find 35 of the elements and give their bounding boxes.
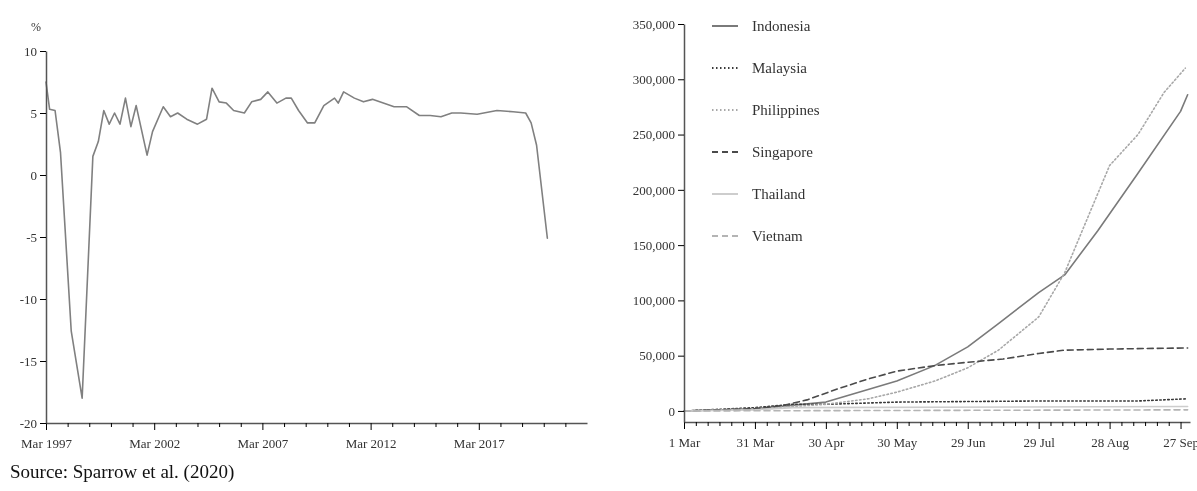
y-tick-label: 200,000 xyxy=(632,182,675,198)
x-tick-label: Mar 2017 xyxy=(453,435,506,451)
x-tick-label: 31 Mar xyxy=(736,434,776,450)
y-tick-label: 50,000 xyxy=(639,348,675,364)
y-tick-label: -10 xyxy=(19,291,37,307)
source-note: Source: Sparrow et al. (2020) xyxy=(10,461,235,483)
x-tick-label: Mar 1997 xyxy=(21,435,73,451)
y-tick-label: 5 xyxy=(30,105,37,121)
x-tick-label: Mar 2007 xyxy=(237,435,289,451)
legend-label: Malaysia xyxy=(752,60,808,76)
x-tick-label: 30 May xyxy=(877,434,918,450)
y-tick-label: 300,000 xyxy=(632,71,675,87)
y-tick-label: 10 xyxy=(24,43,37,59)
y-tick-label: 0 xyxy=(30,167,37,183)
legend-label: Philippines xyxy=(752,102,820,118)
legend-label: Indonesia xyxy=(752,18,811,34)
y-tick-label: 350,000 xyxy=(632,16,675,32)
x-tick-label: 28 Aug xyxy=(1091,434,1130,450)
y-tick-label: 250,000 xyxy=(632,127,675,143)
y-axis-title: % xyxy=(31,20,41,34)
x-tick-label: 1 Mar xyxy=(668,434,701,450)
legend-label: Singapore xyxy=(752,144,814,160)
y-tick-label: -20 xyxy=(19,415,37,431)
y-tick-label: 150,000 xyxy=(632,237,675,253)
x-tick-label: 29 Jun xyxy=(951,434,986,450)
legend-label: Vietnam xyxy=(752,228,804,244)
legend-label: Thailand xyxy=(752,186,806,202)
x-tick-label: 30 Apr xyxy=(808,434,845,450)
x-tick-label: 29 Jul xyxy=(1023,434,1056,450)
x-tick-label: Mar 2002 xyxy=(129,435,181,451)
y-tick-label: -5 xyxy=(26,229,37,245)
y-tick-label: 0 xyxy=(668,403,675,419)
x-tick-label: Mar 2012 xyxy=(345,435,397,451)
y-tick-label: -15 xyxy=(19,353,37,369)
y-tick-label: 100,000 xyxy=(632,293,675,309)
